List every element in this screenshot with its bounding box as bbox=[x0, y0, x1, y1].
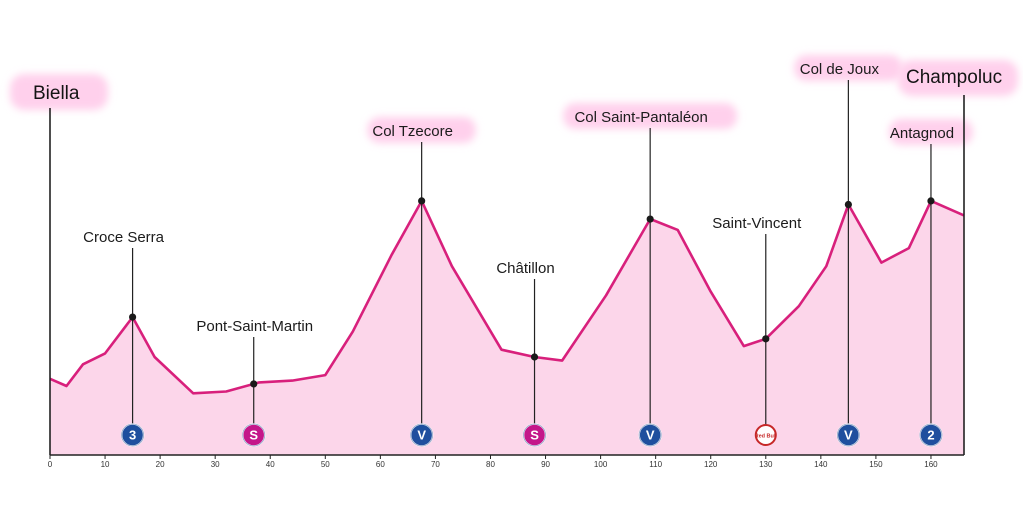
x-tick-label: 100 bbox=[594, 460, 608, 469]
x-tick-label: 70 bbox=[431, 460, 440, 469]
finish-label: Champoluc bbox=[906, 67, 1002, 88]
badge-label: Red Bull bbox=[755, 434, 778, 440]
badge-label: V bbox=[844, 428, 853, 443]
x-tick-label: 120 bbox=[704, 460, 718, 469]
redbull-badge-icon bbox=[754, 424, 777, 446]
point-marker-antagnod bbox=[927, 197, 935, 205]
badge-label: S bbox=[530, 428, 539, 443]
point-marker-col-de-joux bbox=[844, 200, 852, 209]
profile-area bbox=[50, 200, 964, 455]
x-tick-label: 60 bbox=[376, 460, 385, 469]
badge-label: V bbox=[646, 428, 655, 443]
label-highlight-col-tzecore bbox=[367, 117, 476, 143]
place-label-col-saint-pantaleon: Col Saint-Pantaléon bbox=[574, 109, 707, 126]
badge-ring bbox=[121, 423, 144, 447]
x-tick-label: 30 bbox=[211, 460, 220, 469]
x-tick-label: 80 bbox=[486, 460, 495, 469]
place-label-antagnod: Antagnod bbox=[890, 125, 954, 142]
start-highlight bbox=[10, 74, 108, 110]
badge-ring bbox=[410, 423, 434, 447]
label-highlight-antagnod bbox=[889, 119, 973, 145]
x-tick-label: 10 bbox=[101, 460, 110, 469]
profile-line bbox=[49, 199, 965, 395]
place-label-chatillon: Châtillon bbox=[496, 260, 554, 277]
x-tick-label: 140 bbox=[814, 460, 828, 469]
point-marker-chatillon bbox=[530, 353, 539, 361]
badge-ring bbox=[242, 423, 266, 447]
point-marker-croce-serra bbox=[128, 313, 137, 321]
start-label: Biella bbox=[33, 83, 80, 104]
point-marker-pont-saint-martin bbox=[250, 380, 258, 388]
x-tick-label: 20 bbox=[156, 460, 165, 469]
place-label-col-tzecore: Col Tzecore bbox=[372, 123, 453, 140]
place-label-col-de-joux: Col de Joux bbox=[800, 61, 880, 78]
x-tick-label: 50 bbox=[321, 460, 330, 469]
x-tick-label: 40 bbox=[266, 460, 275, 469]
x-tick-label: 160 bbox=[924, 460, 938, 469]
x-tick-label: 130 bbox=[759, 460, 773, 469]
label-highlight-col-de-joux bbox=[794, 55, 903, 81]
label-highlight-col-saint-pantaleon bbox=[563, 103, 738, 129]
place-label-croce-serra: Croce Serra bbox=[83, 229, 165, 246]
badge-ring bbox=[638, 423, 662, 447]
point-marker-col-saint-pantaleon bbox=[646, 215, 654, 223]
badge-ring bbox=[836, 423, 860, 447]
badge-ring bbox=[919, 423, 943, 447]
badge-label: 2 bbox=[927, 428, 934, 443]
place-label-saint-vincent: Saint-Vincent bbox=[712, 215, 802, 232]
x-tick-label: 110 bbox=[649, 460, 662, 469]
point-marker-col-tzecore bbox=[418, 197, 426, 205]
x-tick-label: 150 bbox=[869, 460, 883, 469]
badge-label: 3 bbox=[129, 428, 136, 443]
badge-label: V bbox=[417, 428, 426, 443]
place-label-pont-saint-martin: Pont-Saint-Martin bbox=[196, 318, 313, 335]
x-tick-label: 0 bbox=[48, 460, 53, 469]
badge-ring bbox=[523, 423, 546, 447]
x-tick-label: 90 bbox=[541, 460, 550, 469]
badge-label: S bbox=[249, 428, 258, 443]
finish-highlight bbox=[898, 60, 1018, 96]
point-marker-saint-vincent bbox=[762, 335, 770, 343]
